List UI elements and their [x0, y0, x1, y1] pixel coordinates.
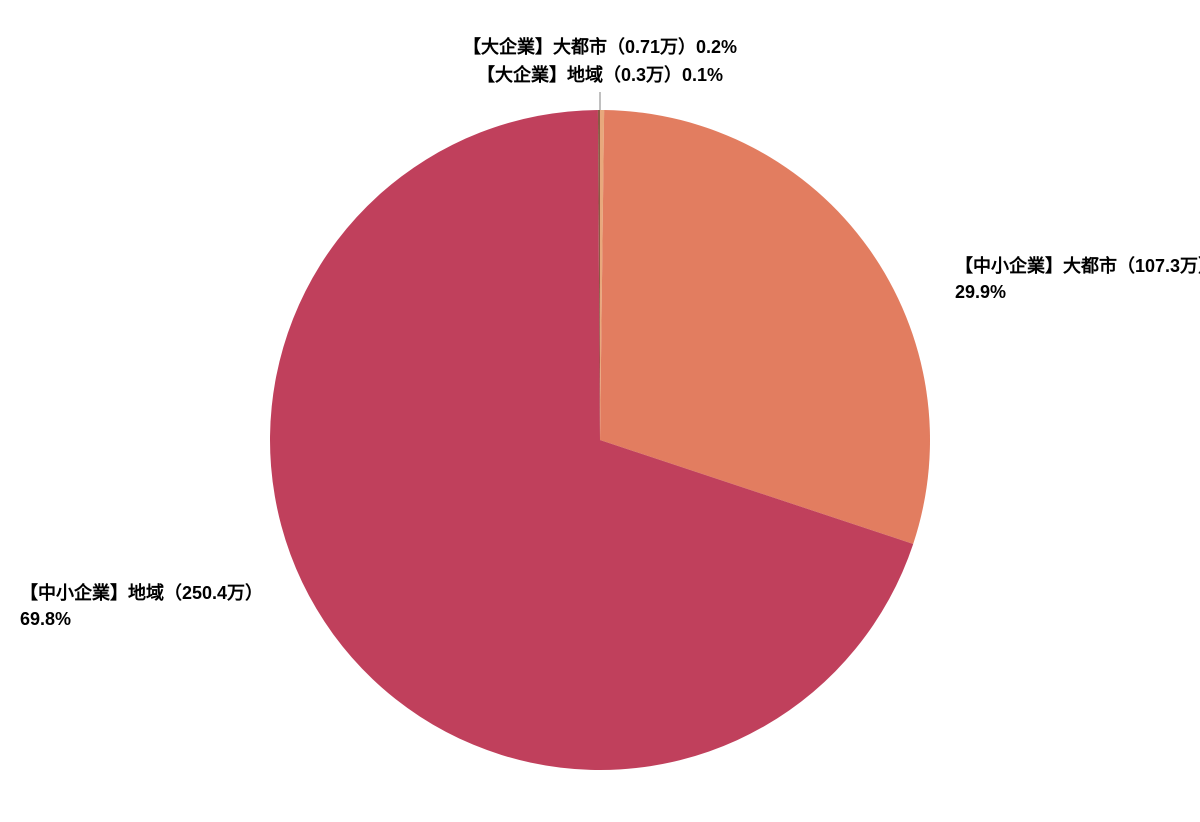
pie-chart-svg — [0, 0, 1200, 822]
label-sme-regional-line1: 【中小企業】地域（250.4万） — [20, 580, 263, 606]
pie-chart-container: 【大企業】大都市（0.71万）0.2% 【大企業】地域（0.3万）0.1% 【中… — [0, 0, 1200, 822]
label-large-regional: 【大企業】地域（0.3万）0.1% — [463, 62, 737, 90]
label-sme-metro-line2: 29.9% — [955, 279, 1200, 305]
label-sme-metro: 【中小企業】大都市（107.3万） 29.9% — [955, 253, 1200, 305]
pie-slices — [270, 110, 930, 770]
top-tiny-labels: 【大企業】大都市（0.71万）0.2% 【大企業】地域（0.3万）0.1% — [463, 34, 737, 90]
label-sme-metro-line1: 【中小企業】大都市（107.3万） — [955, 253, 1200, 279]
label-sme-regional: 【中小企業】地域（250.4万） 69.8% — [20, 580, 263, 632]
label-sme-regional-line2: 69.8% — [20, 606, 263, 632]
label-large-metro: 【大企業】大都市（0.71万）0.2% — [463, 34, 737, 62]
